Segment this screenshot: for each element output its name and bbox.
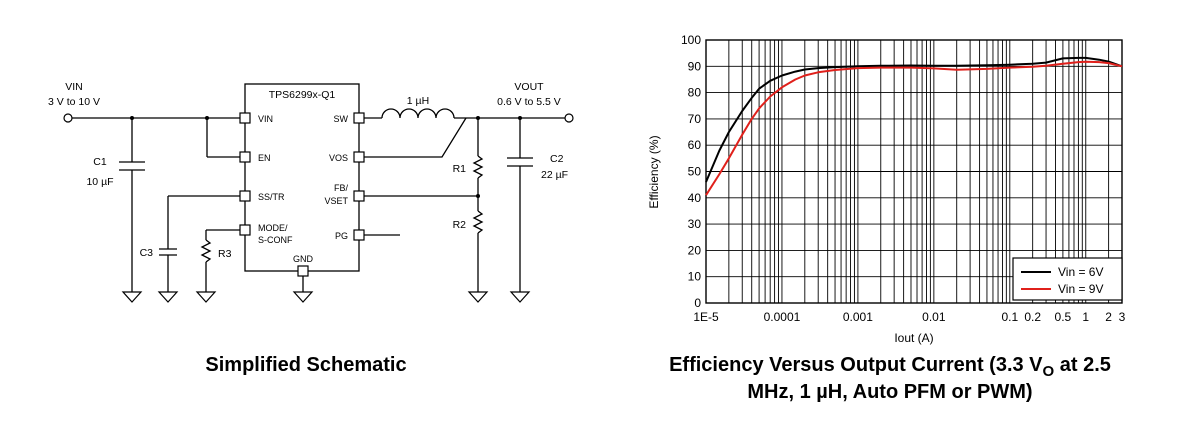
legend-label-vin-9v: Vin = 9V — [1058, 282, 1103, 296]
c1-value: 10 µF — [86, 176, 113, 188]
x-tick-label: 2 — [1105, 310, 1112, 324]
x-tick-label: 0.2 — [1024, 310, 1041, 324]
legend-box — [1012, 257, 1123, 301]
ground-symbol — [157, 291, 179, 303]
pin-gnd-label: GND — [293, 254, 314, 264]
y-axis-label: Efficiency (%) — [647, 135, 661, 208]
x-tick-label: 1 — [1082, 310, 1089, 324]
x-tick-labels: 1E-5 0.0001 0.001 0.01 0.1 0.2 0.5 1 2 3 — [693, 310, 1125, 324]
pin-box — [353, 112, 365, 124]
junction-dot — [476, 194, 480, 198]
r3-resistor — [200, 239, 212, 263]
vin-terminal — [63, 113, 73, 123]
pin-box — [353, 229, 365, 241]
x-tick-label: 0.01 — [922, 310, 946, 324]
ic-name: TPS6299x-Q1 — [269, 89, 336, 101]
y-tick-label: 100 — [681, 33, 701, 47]
pin-vin-label: VIN — [258, 114, 273, 124]
pin-vos-label: VOS — [329, 153, 348, 163]
vout-label: VOUT — [514, 81, 544, 93]
x-tick-label: 0.5 — [1055, 310, 1072, 324]
y-tick-label: 20 — [688, 243, 702, 257]
plot-frame — [705, 39, 1123, 304]
r3-name: R3 — [218, 248, 232, 260]
ground-symbol — [121, 291, 143, 303]
series-line-vin-6v — [705, 56, 1123, 183]
chart-title-line1: Efficiency Versus Output Current (3.3 VO… — [669, 354, 1111, 380]
pin-box — [239, 151, 251, 163]
pin-box — [239, 190, 251, 202]
x-tick-label: 1E-5 — [693, 310, 719, 324]
y-tick-label: 40 — [688, 191, 702, 205]
pin-box — [353, 151, 365, 163]
x-tick-label: 0.0001 — [764, 310, 801, 324]
schematic-caption: Simplified Schematic — [205, 354, 406, 376]
ground-symbol — [292, 291, 314, 303]
pin-mode-label: MODE/ — [258, 223, 288, 233]
r2-name: R2 — [453, 219, 467, 231]
c2-name: C2 — [550, 153, 564, 165]
pin-pg-label: PG — [335, 231, 348, 241]
inductor-label: 1 µH — [407, 95, 429, 107]
r2-resistor — [472, 210, 484, 234]
pin-box — [353, 190, 365, 202]
r1-resistor — [472, 155, 484, 179]
pin-sw-label: SW — [334, 114, 349, 124]
y-tick-label: 60 — [688, 138, 702, 152]
pin-box — [239, 224, 251, 236]
pin-sstr-label: SS/TR — [258, 192, 285, 202]
ground-symbol — [509, 291, 531, 303]
chart-title-part2: at 2.5 — [1054, 354, 1111, 376]
ground-symbol — [467, 291, 489, 303]
y-tick-labels: 0 10 20 30 40 50 60 70 80 90 100 — [681, 33, 701, 310]
x-tick-label: 0.001 — [843, 310, 873, 324]
ic-body — [244, 83, 360, 272]
chart-series — [705, 56, 1123, 196]
x-tick-label: 0.1 — [1001, 310, 1018, 324]
y-tick-label: 0 — [694, 296, 701, 310]
pin-vset-label: VSET — [324, 196, 348, 206]
vout-terminal — [564, 113, 574, 123]
vin-range: 3 V to 10 V — [48, 96, 100, 108]
x-tick-label: 3 — [1119, 310, 1126, 324]
vos-sense-wire — [364, 117, 467, 158]
y-tick-label: 70 — [688, 112, 702, 126]
ground-symbol — [195, 291, 217, 303]
vin-label: VIN — [65, 81, 83, 93]
chart-title-part1: Efficiency Versus Output Current (3.3 V — [669, 354, 1043, 376]
pin-box — [239, 112, 251, 124]
y-tick-label: 50 — [688, 165, 702, 179]
c3-name: C3 — [140, 247, 154, 259]
y-tick-label: 90 — [688, 59, 702, 73]
chart-title-line2: MHz, 1 µH, Auto PFM or PWM) — [747, 381, 1032, 403]
pin-fb-label: FB/ — [334, 183, 349, 193]
series-line-vin-9v — [705, 60, 1123, 196]
x-axis-label: Iout (A) — [894, 331, 933, 345]
y-tick-label: 30 — [688, 217, 702, 231]
vout-range: 0.6 V to 5.5 V — [497, 96, 561, 108]
pin-sconf-label: S-CONF — [258, 235, 293, 245]
c2-value: 22 µF — [541, 169, 568, 181]
chart-title-subscript: O — [1043, 363, 1055, 380]
simplified-schematic: TPS6299x-Q1 VIN 3 V to 10 V C1 10 µF C3 … — [48, 81, 574, 376]
efficiency-chart: 0 10 20 30 40 50 60 70 80 90 100 1E-5 0.0001 0.001 0.… — [647, 33, 1126, 403]
inductor — [381, 108, 455, 119]
pin-box — [297, 265, 309, 277]
legend-label-vin-6v: Vin = 6V — [1058, 265, 1103, 279]
y-tick-label: 10 — [688, 270, 702, 284]
chart-legend: Vin = 6V Vin = 9V — [1012, 257, 1123, 301]
c1-name: C1 — [93, 156, 107, 168]
pin-en-label: EN — [258, 153, 271, 163]
y-tick-label: 80 — [688, 86, 702, 100]
r1-name: R1 — [453, 163, 467, 175]
